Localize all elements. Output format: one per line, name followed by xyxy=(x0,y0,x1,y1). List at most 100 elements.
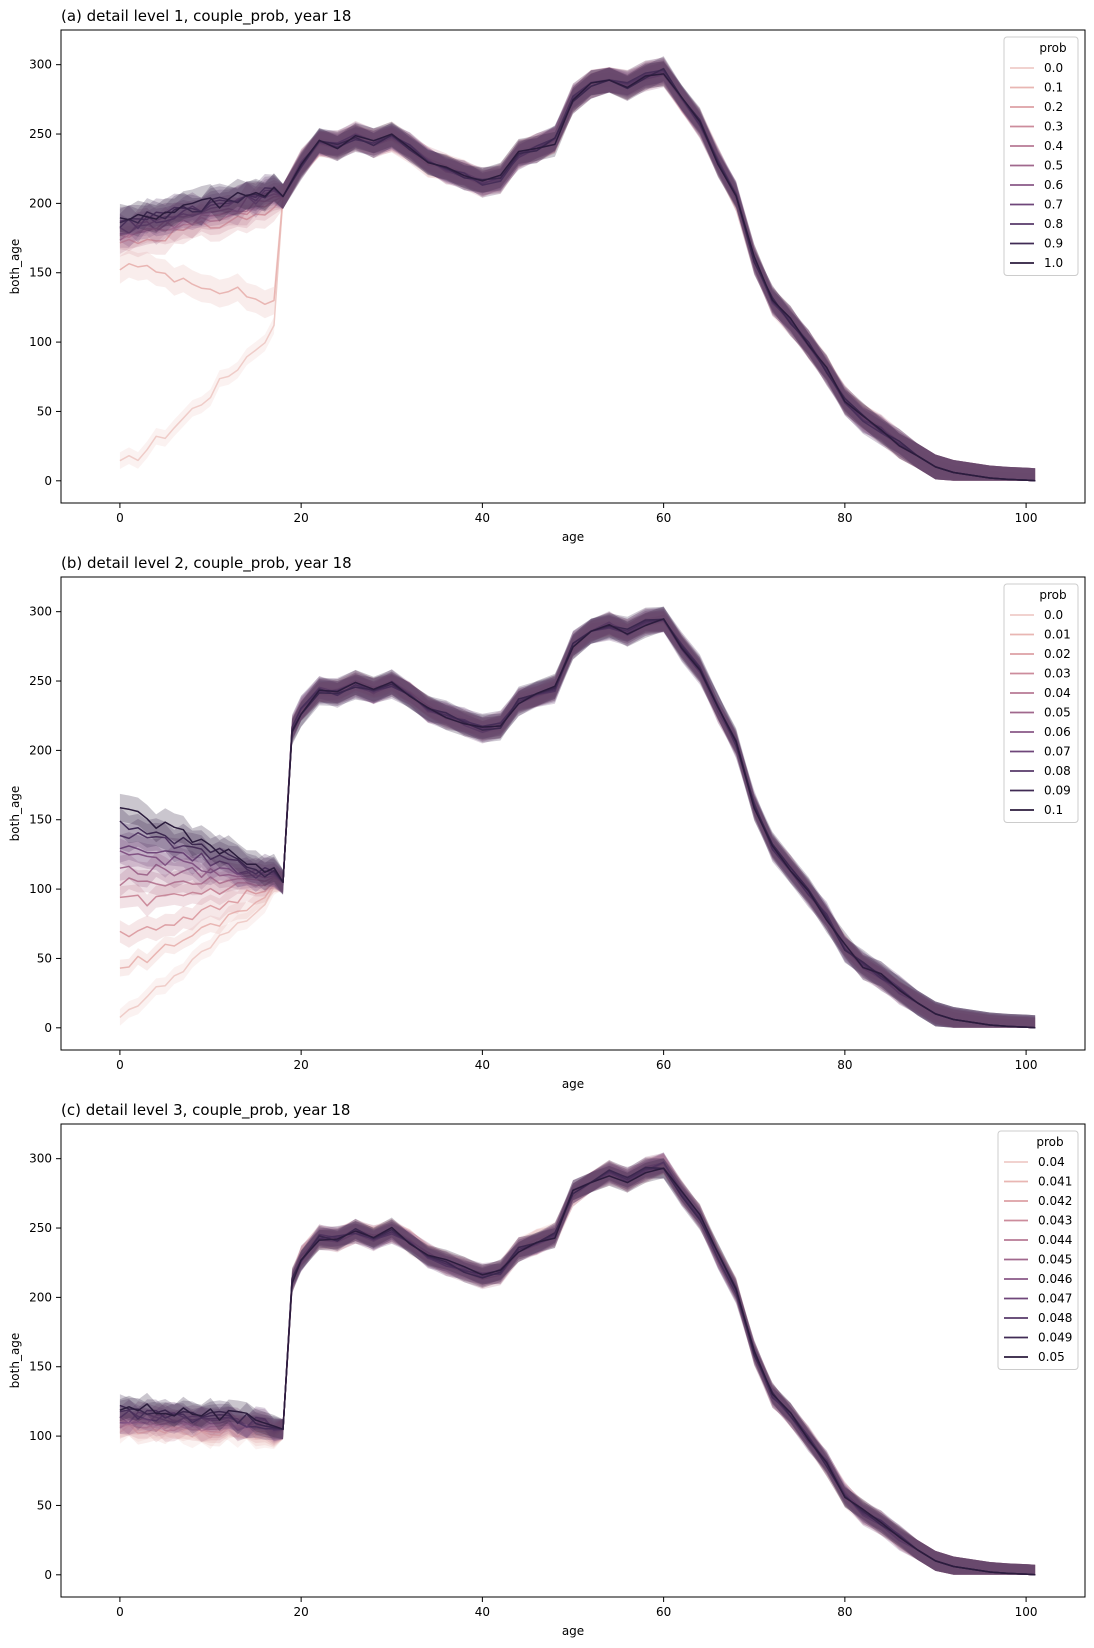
legend-label: 0.05 xyxy=(1038,1350,1065,1364)
series-band-3 xyxy=(119,58,1036,481)
legend-box xyxy=(1003,583,1079,823)
series-line-9 xyxy=(119,67,1036,482)
chart-b: (b) detail level 2, couple_prob, year 18… xyxy=(8,554,1086,1091)
x-tick-label: 20 xyxy=(294,1605,309,1619)
series-line-0 xyxy=(119,1163,1036,1576)
series-line-8 xyxy=(119,69,1036,482)
series-group xyxy=(119,606,1036,1029)
x-tick-label: 0 xyxy=(116,1605,124,1619)
x-axis-label: age xyxy=(562,1624,584,1638)
legend-label: 0.044 xyxy=(1038,1233,1072,1247)
series-band-3 xyxy=(119,1153,1036,1575)
y-tick-label: 250 xyxy=(29,127,52,141)
series-band-8 xyxy=(119,607,1036,1028)
series-line-4 xyxy=(119,1162,1036,1576)
y-tick-label: 100 xyxy=(29,882,52,896)
y-tick-label: 300 xyxy=(29,1152,52,1166)
series-line-3 xyxy=(119,620,1036,1029)
series-line-0 xyxy=(119,68,1036,482)
legend-label: 0.041 xyxy=(1038,1175,1072,1189)
y-tick-label: 200 xyxy=(29,743,52,757)
x-tick-label: 100 xyxy=(1015,511,1038,525)
legend-label: 1.0 xyxy=(1044,256,1063,270)
plot-frame xyxy=(60,29,1086,504)
y-tick-label: 50 xyxy=(37,1498,52,1512)
x-tick-label: 80 xyxy=(837,1058,852,1072)
chart-c: (c) detail level 3, couple_prob, year 18… xyxy=(8,1101,1086,1638)
series-band-7 xyxy=(119,607,1036,1028)
series-group xyxy=(119,1152,1036,1576)
legend-box xyxy=(997,1130,1079,1370)
series-line-6 xyxy=(119,619,1036,1029)
series-line-5 xyxy=(119,618,1036,1029)
y-tick-label: 150 xyxy=(29,1360,52,1374)
series-group xyxy=(119,56,1036,482)
legend-label: 0.08 xyxy=(1044,764,1071,778)
legend-title: prob xyxy=(1036,1135,1063,1149)
chart-title: (b) detail level 2, couple_prob, year 18 xyxy=(61,554,352,573)
x-axis-label: age xyxy=(562,530,584,544)
legend-label: 0.049 xyxy=(1038,1331,1072,1345)
legend-label: 0.1 xyxy=(1044,803,1063,817)
series-band-2 xyxy=(119,60,1036,481)
series-band-1 xyxy=(119,614,1036,1028)
chart-title: (a) detail level 1, couple_prob, year 18 xyxy=(61,7,351,26)
series-line-3 xyxy=(119,1162,1036,1576)
x-tick-label: 60 xyxy=(656,1058,671,1072)
chart-a: (a) detail level 1, couple_prob, year 18… xyxy=(8,7,1086,544)
series-line-10 xyxy=(119,73,1036,482)
legend-label: 0.1 xyxy=(1044,81,1063,95)
panel-b: (b) detail level 2, couple_prob, year 18… xyxy=(0,547,1094,1094)
series-band-4 xyxy=(119,57,1036,481)
legend-box xyxy=(1003,36,1079,276)
series-band-10 xyxy=(119,61,1036,481)
legend: prob 0.04 0.041 0.042 0.043 0.044 0.045 0.046 0.… xyxy=(997,1130,1079,1370)
y-axis-label: both_age xyxy=(8,239,22,295)
panel-a: (a) detail level 1, couple_prob, year 18… xyxy=(0,0,1094,547)
series-band-9 xyxy=(119,56,1036,481)
series-line-5 xyxy=(119,74,1036,482)
legend-label: 0.045 xyxy=(1038,1253,1072,1267)
x-tick-label: 20 xyxy=(294,511,309,525)
x-tick-label: 60 xyxy=(656,511,671,525)
series-band-1 xyxy=(119,60,1036,481)
x-tick-label: 60 xyxy=(656,1605,671,1619)
x-tick-label: 100 xyxy=(1015,1058,1038,1072)
legend-label: 0.8 xyxy=(1044,217,1063,231)
legend-label: 0.6 xyxy=(1044,178,1063,192)
series-band-6 xyxy=(119,609,1036,1028)
series-band-8 xyxy=(119,57,1036,481)
series-line-4 xyxy=(119,68,1036,482)
series-line-10 xyxy=(119,618,1036,1029)
x-tick-label: 80 xyxy=(837,511,852,525)
y-axis-label: both_age xyxy=(8,786,22,842)
x-tick-label: 40 xyxy=(475,511,490,525)
series-band-9 xyxy=(119,1157,1036,1575)
x-tick-label: 0 xyxy=(116,511,124,525)
x-tick-label: 100 xyxy=(1015,1605,1038,1619)
x-tick-label: 20 xyxy=(294,1058,309,1072)
legend-label: 0.09 xyxy=(1044,784,1071,798)
series-line-7 xyxy=(119,70,1036,482)
legend-label: 0.9 xyxy=(1044,237,1063,251)
series-band-1 xyxy=(119,1154,1036,1575)
legend-label: 0.06 xyxy=(1044,725,1071,739)
series-line-7 xyxy=(119,619,1036,1029)
legend-label: 0.042 xyxy=(1038,1194,1072,1208)
series-line-7 xyxy=(119,1161,1036,1576)
y-tick-label: 200 xyxy=(29,196,52,210)
series-band-8 xyxy=(119,1158,1036,1575)
legend-label: 0.4 xyxy=(1044,139,1063,153)
series-line-2 xyxy=(119,620,1036,1029)
y-tick-label: 50 xyxy=(37,404,52,418)
series-band-5 xyxy=(119,1152,1036,1575)
x-tick-label: 40 xyxy=(475,1058,490,1072)
y-tick-label: 100 xyxy=(29,1429,52,1443)
series-band-7 xyxy=(119,1152,1036,1575)
y-tick-label: 50 xyxy=(37,951,52,965)
series-line-9 xyxy=(119,1166,1036,1576)
legend-label: 0.01 xyxy=(1044,628,1071,642)
x-tick-label: 40 xyxy=(475,1605,490,1619)
series-line-2 xyxy=(119,71,1036,482)
series-band-7 xyxy=(119,59,1036,481)
